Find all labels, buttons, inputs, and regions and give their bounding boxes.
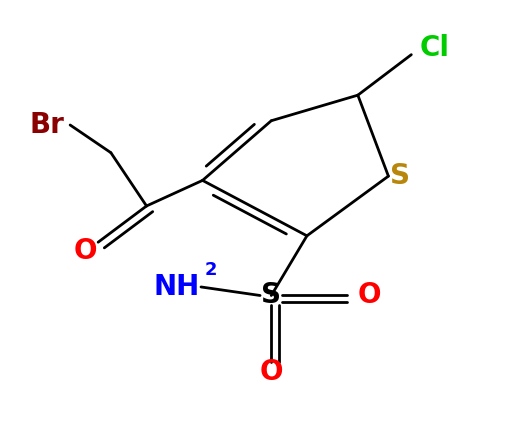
Text: O: O <box>260 358 283 386</box>
Text: O: O <box>357 281 381 309</box>
Text: NH: NH <box>154 273 200 301</box>
Text: 2: 2 <box>205 261 218 279</box>
Text: S: S <box>261 281 281 309</box>
Text: Br: Br <box>30 111 65 139</box>
Text: O: O <box>74 237 97 265</box>
Text: S: S <box>390 162 410 190</box>
Text: Cl: Cl <box>419 34 449 62</box>
